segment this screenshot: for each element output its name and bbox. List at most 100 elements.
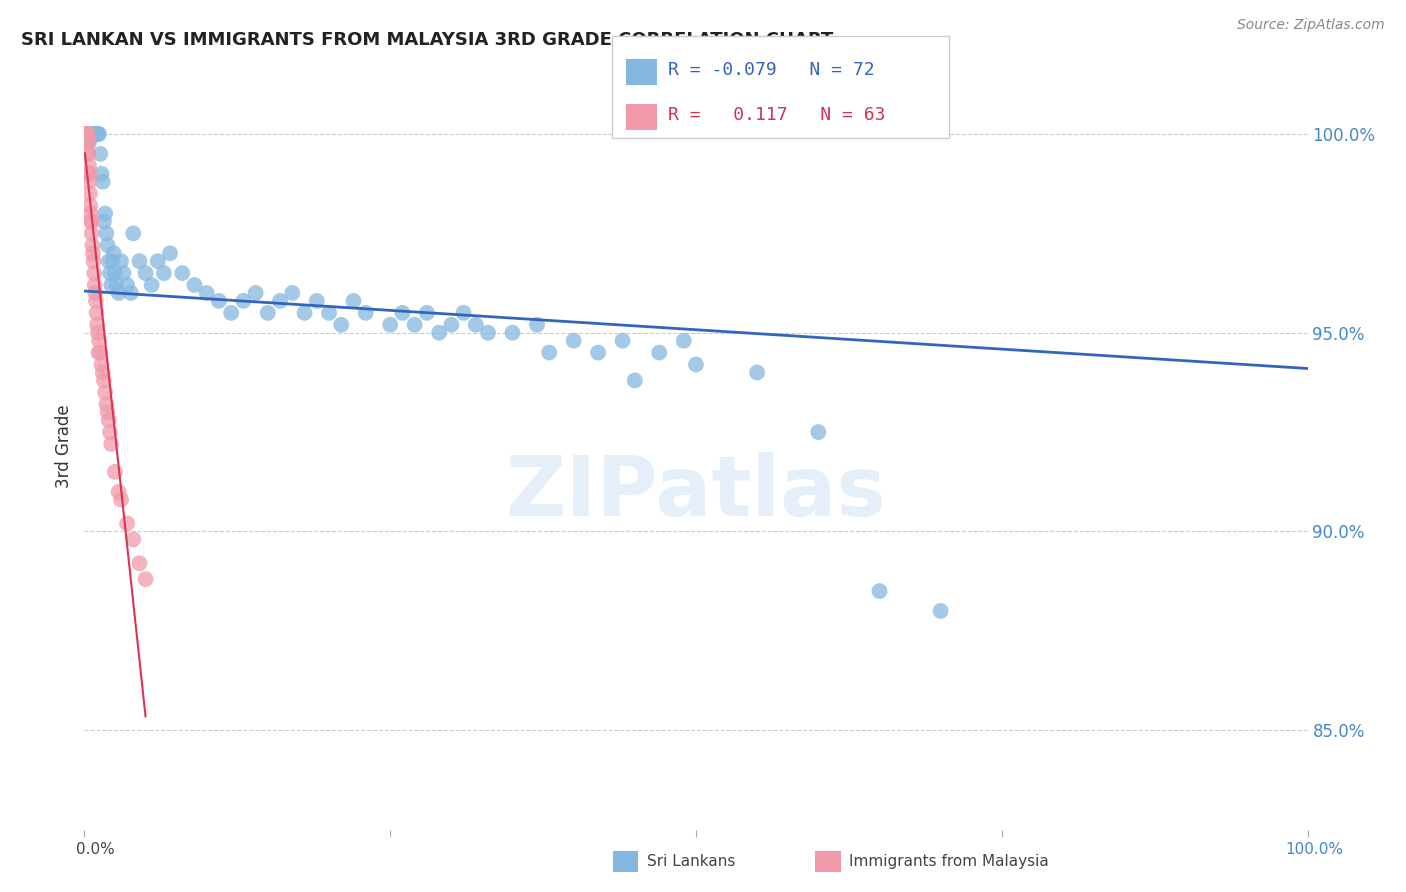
Text: ZIPatlas: ZIPatlas	[506, 451, 886, 533]
Text: Source: ZipAtlas.com: Source: ZipAtlas.com	[1237, 18, 1385, 32]
Point	[929, 604, 952, 618]
Point	[112, 266, 135, 280]
Point	[77, 135, 100, 149]
Point	[648, 345, 671, 359]
Point	[86, 127, 108, 141]
Point	[342, 293, 364, 308]
Point	[97, 413, 120, 427]
Point	[98, 425, 121, 439]
Point	[97, 254, 120, 268]
Point	[100, 437, 122, 451]
Text: R =   0.117   N = 63: R = 0.117 N = 63	[668, 105, 886, 124]
Point	[89, 146, 111, 161]
Point	[76, 127, 98, 141]
Point	[672, 334, 695, 348]
Point	[87, 334, 110, 348]
Point	[77, 135, 100, 149]
Point	[83, 278, 105, 293]
Point	[110, 254, 132, 268]
Point	[477, 326, 499, 340]
Point	[75, 127, 97, 141]
Point	[427, 326, 450, 340]
Text: 100.0%: 100.0%	[1285, 842, 1344, 856]
Point	[464, 318, 486, 332]
Point	[76, 127, 98, 141]
Point	[93, 373, 115, 387]
Point	[146, 254, 169, 268]
Point	[208, 293, 231, 308]
Point	[562, 334, 585, 348]
Point	[91, 366, 114, 380]
Text: R = -0.079   N = 72: R = -0.079 N = 72	[668, 61, 875, 78]
Point	[83, 254, 105, 268]
Point	[77, 159, 100, 173]
Point	[76, 127, 98, 141]
Y-axis label: 3rd Grade: 3rd Grade	[55, 404, 73, 488]
Point	[183, 278, 205, 293]
Point	[354, 306, 377, 320]
Point	[440, 318, 463, 332]
Point	[122, 533, 145, 547]
Point	[294, 306, 316, 320]
Point	[94, 206, 117, 220]
Point	[98, 266, 121, 280]
Point	[269, 293, 291, 308]
Point	[87, 127, 110, 141]
Point	[128, 254, 150, 268]
Point	[83, 266, 105, 280]
Point	[526, 318, 548, 332]
Point	[93, 214, 115, 228]
Point	[612, 334, 634, 348]
Point	[76, 127, 98, 141]
Point	[159, 246, 181, 260]
Text: Immigrants from Malaysia: Immigrants from Malaysia	[849, 855, 1049, 869]
Point	[75, 127, 97, 141]
Point	[77, 167, 100, 181]
Point	[318, 306, 340, 320]
Point	[82, 238, 104, 252]
Point	[76, 127, 98, 141]
Point	[86, 306, 108, 320]
Text: 0.0%: 0.0%	[76, 842, 115, 856]
Point	[100, 278, 122, 293]
Point	[80, 127, 103, 141]
Point	[747, 366, 769, 380]
Point	[79, 186, 101, 201]
Point	[80, 214, 103, 228]
Point	[107, 285, 129, 300]
Point	[195, 285, 218, 300]
Point	[115, 278, 138, 293]
Point	[122, 227, 145, 241]
Point	[75, 127, 97, 141]
Point	[79, 175, 101, 189]
Point	[538, 345, 561, 359]
Point	[97, 405, 120, 419]
Point	[90, 358, 112, 372]
Point	[75, 127, 97, 141]
Point	[120, 285, 142, 300]
Point	[624, 373, 647, 387]
Point	[75, 127, 97, 141]
Point	[76, 127, 98, 141]
Point	[77, 135, 100, 149]
Point	[84, 285, 107, 300]
Point	[76, 127, 98, 141]
Point	[87, 127, 110, 141]
Point	[91, 175, 114, 189]
Point	[245, 285, 267, 300]
Point	[257, 306, 280, 320]
Point	[404, 318, 426, 332]
Point	[107, 484, 129, 499]
Point	[105, 278, 128, 293]
Point	[86, 318, 108, 332]
Point	[135, 266, 157, 280]
Point	[807, 425, 830, 439]
Point	[76, 127, 98, 141]
Point	[128, 556, 150, 570]
Point	[77, 167, 100, 181]
Point	[79, 206, 101, 220]
Point	[75, 127, 97, 141]
Point	[89, 345, 111, 359]
Point	[76, 146, 98, 161]
Point	[83, 127, 105, 141]
